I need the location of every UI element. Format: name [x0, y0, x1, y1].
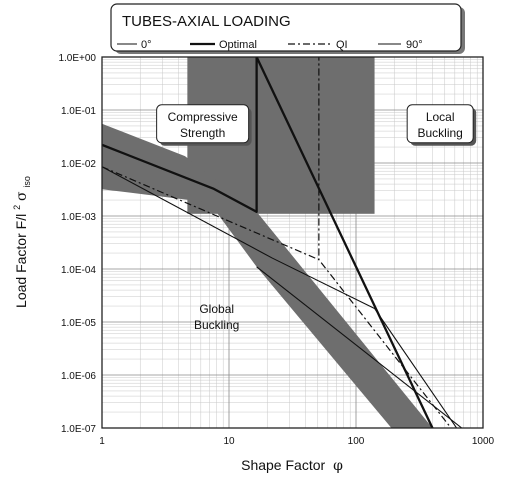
region-label-text: Strength	[180, 126, 225, 140]
legend-label-0: 0°	[141, 39, 152, 51]
x-axis-symbol: φ	[333, 458, 343, 474]
y-axis-label: Load Factor F/l 2 σ iso	[7, 176, 32, 308]
y-tick-label: 1.0E-06	[61, 371, 96, 382]
x-tick-labels: 1 10 100 1000	[99, 436, 494, 447]
legend-title: TUBES-AXIAL LOADING	[122, 13, 291, 30]
series-lines	[102, 57, 463, 428]
region-labels: Compressive Strength Local Buckling Global Bu…	[156, 104, 477, 332]
x-axis-label: Shape Factor φ	[241, 457, 343, 474]
region-label-box	[156, 104, 250, 144]
x-tick-label: 1	[99, 436, 105, 447]
y-tick-label: 1.0E-02	[61, 159, 96, 170]
region-label-1: Local Buckling	[406, 104, 477, 146]
y-tick-label: 1.0E-07	[61, 424, 96, 435]
x-tick-label: 10	[223, 436, 235, 447]
legend-label-3: 90°	[406, 39, 423, 51]
shaded-region-1	[102, 123, 433, 428]
y-axis-sigma: σ	[14, 191, 30, 201]
y-tick-label: 1.0E-04	[61, 265, 96, 276]
legend-items: 0° Optimal QI 90°	[117, 39, 423, 51]
region-label-text: Buckling	[417, 126, 462, 140]
legend: TUBES-AXIAL LOADING 0° Optimal QI 90°	[110, 3, 465, 54]
y-axis-exponent: 2	[12, 205, 22, 210]
legend-box	[110, 3, 462, 52]
y-tick-label: 1.0E-05	[61, 318, 96, 329]
series-line-1	[102, 57, 434, 428]
x-tick-label: 100	[348, 436, 365, 447]
legend-label-2: QI	[336, 39, 348, 51]
region-label-text: Buckling	[194, 318, 239, 332]
region-label-box	[406, 104, 474, 144]
plot-frame	[101, 56, 484, 429]
y-tick-labels: 1.0E+00 1.0E-01 1.0E-02 1.0E-03 1.0E-04 1.0E-…	[58, 53, 96, 435]
region-label-text: Compressive	[168, 110, 238, 124]
region-label-text: Local	[426, 110, 455, 124]
region-label-0: Compressive Strength	[156, 104, 252, 146]
region-label-text: Global	[199, 302, 234, 316]
x-tick-label: 1000	[472, 436, 495, 447]
legend-label-1: Optimal	[219, 39, 257, 51]
y-tick-label: 1.0E+00	[58, 53, 96, 64]
series-line-3	[256, 266, 463, 428]
series-line-0	[102, 166, 458, 428]
region-label-2: Global Buckling	[194, 302, 239, 332]
y-tick-label: 1.0E-01	[61, 106, 96, 117]
y-axis-subscript: iso	[22, 176, 32, 188]
y-tick-label: 1.0E-03	[61, 212, 96, 223]
